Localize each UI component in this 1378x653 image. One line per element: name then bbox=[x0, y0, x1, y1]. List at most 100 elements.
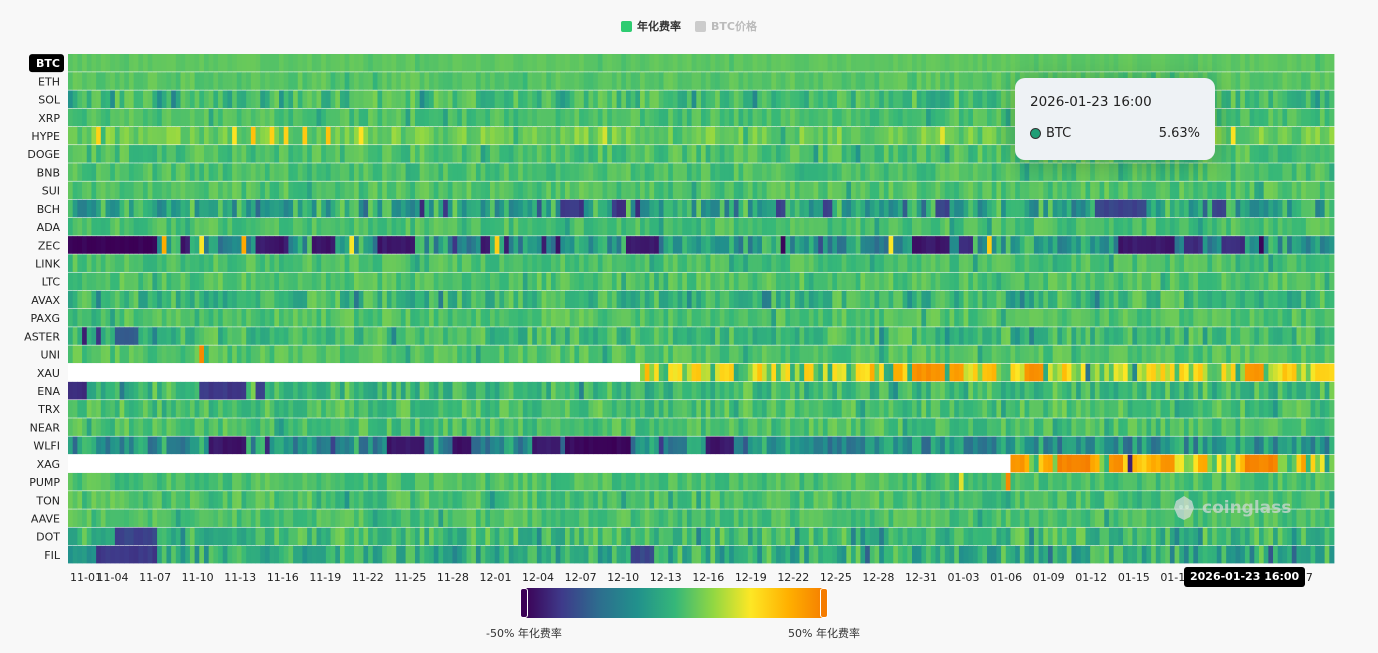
heatmap-cell[interactable] bbox=[349, 327, 355, 345]
heatmap-cell[interactable] bbox=[203, 108, 210, 127]
heatmap-cell[interactable] bbox=[569, 217, 575, 236]
heatmap-cell[interactable] bbox=[410, 309, 416, 327]
heatmap-cell[interactable] bbox=[171, 254, 177, 272]
heatmap-cell[interactable] bbox=[82, 108, 88, 127]
heatmap-cell[interactable] bbox=[1151, 290, 1157, 309]
heatmap-cell[interactable] bbox=[255, 217, 261, 236]
heatmap-cell[interactable] bbox=[588, 381, 594, 400]
heatmap-cell[interactable] bbox=[1001, 290, 1007, 309]
heatmap-cell[interactable] bbox=[780, 363, 786, 382]
heatmap-cell[interactable] bbox=[705, 363, 711, 382]
heatmap-cell[interactable] bbox=[1080, 217, 1086, 236]
heatmap-cell[interactable] bbox=[715, 163, 721, 181]
heatmap-cell[interactable] bbox=[682, 217, 688, 236]
heatmap-cell[interactable] bbox=[1146, 309, 1152, 327]
heatmap-cell[interactable] bbox=[185, 217, 191, 236]
heatmap-cell[interactable] bbox=[579, 345, 585, 364]
heatmap-cell[interactable] bbox=[949, 290, 955, 309]
heatmap-cell[interactable] bbox=[1038, 163, 1044, 181]
heatmap-cell[interactable] bbox=[82, 163, 88, 181]
heatmap-cell[interactable] bbox=[358, 236, 364, 254]
heatmap-cell[interactable] bbox=[213, 199, 219, 218]
heatmap-cell[interactable] bbox=[297, 90, 303, 109]
heatmap-cell[interactable] bbox=[386, 181, 392, 200]
heatmap-cell[interactable] bbox=[110, 163, 116, 181]
heatmap-cell[interactable] bbox=[1277, 345, 1283, 364]
heatmap-cell[interactable] bbox=[822, 54, 828, 72]
heatmap-cell[interactable] bbox=[972, 145, 979, 163]
heatmap-cell[interactable] bbox=[250, 90, 256, 109]
heatmap-cell[interactable] bbox=[203, 72, 210, 90]
heatmap-cell[interactable] bbox=[677, 345, 683, 364]
heatmap-cell[interactable] bbox=[114, 254, 120, 272]
heatmap-cell[interactable] bbox=[635, 345, 641, 364]
heatmap-cell[interactable] bbox=[124, 272, 130, 291]
heatmap-cell[interactable] bbox=[466, 90, 472, 109]
heatmap-cell[interactable] bbox=[325, 181, 331, 200]
heatmap-cell[interactable] bbox=[1315, 145, 1321, 163]
heatmap-cell[interactable] bbox=[250, 217, 256, 236]
heatmap-cell[interactable] bbox=[1146, 272, 1152, 291]
heatmap-cell[interactable] bbox=[555, 72, 561, 90]
heatmap-cell[interactable] bbox=[260, 327, 266, 345]
heatmap-cell[interactable] bbox=[1090, 236, 1096, 254]
heatmap-cell[interactable] bbox=[1240, 181, 1246, 200]
heatmap-cell[interactable] bbox=[1151, 363, 1157, 382]
heatmap-cell[interactable] bbox=[607, 217, 613, 236]
heatmap-cell[interactable] bbox=[1099, 381, 1105, 400]
heatmap-cell[interactable] bbox=[307, 199, 313, 218]
heatmap-cell[interactable] bbox=[147, 126, 153, 145]
heatmap-cell[interactable] bbox=[827, 126, 833, 145]
heatmap-cell[interactable] bbox=[457, 345, 463, 364]
heatmap-cell[interactable] bbox=[804, 309, 810, 327]
heatmap-cell[interactable] bbox=[386, 108, 392, 127]
heatmap-cell[interactable] bbox=[1066, 236, 1072, 254]
heatmap-cell[interactable] bbox=[954, 363, 960, 382]
heatmap-cell[interactable] bbox=[128, 327, 135, 345]
heatmap-cell[interactable] bbox=[424, 54, 430, 72]
heatmap-cell[interactable] bbox=[1080, 363, 1086, 382]
heatmap-cell[interactable] bbox=[776, 72, 782, 90]
heatmap-cell[interactable] bbox=[1310, 163, 1316, 181]
heatmap-cell[interactable] bbox=[1230, 108, 1236, 127]
heatmap-cell[interactable] bbox=[818, 236, 824, 254]
heatmap-cell[interactable] bbox=[1319, 108, 1326, 127]
heatmap-cell[interactable] bbox=[222, 54, 228, 72]
heatmap-cell[interactable] bbox=[1127, 345, 1133, 364]
heatmap-cell[interactable] bbox=[72, 290, 78, 309]
heatmap-cell[interactable] bbox=[550, 236, 557, 254]
heatmap-cell[interactable] bbox=[719, 345, 725, 364]
heatmap-cell[interactable] bbox=[743, 199, 749, 218]
heatmap-cell[interactable] bbox=[494, 108, 500, 127]
heatmap-cell[interactable] bbox=[241, 309, 247, 327]
heatmap-cell[interactable] bbox=[550, 254, 557, 272]
heatmap-cell[interactable] bbox=[100, 272, 106, 291]
heatmap-cell[interactable] bbox=[977, 90, 983, 109]
heatmap-cell[interactable] bbox=[804, 254, 810, 272]
heatmap-cell[interactable] bbox=[761, 254, 768, 272]
heatmap-cell[interactable] bbox=[658, 309, 664, 327]
heatmap-cell[interactable] bbox=[279, 290, 285, 309]
heatmap-cell[interactable] bbox=[1258, 236, 1265, 254]
heatmap-cell[interactable] bbox=[344, 90, 350, 109]
heatmap-cell[interactable] bbox=[832, 363, 838, 382]
heatmap-cell[interactable] bbox=[790, 90, 796, 109]
heatmap-cell[interactable] bbox=[930, 254, 936, 272]
heatmap-cell[interactable] bbox=[1099, 236, 1105, 254]
heatmap-cell[interactable] bbox=[293, 345, 299, 364]
heatmap-cell[interactable] bbox=[433, 54, 439, 72]
heatmap-cell[interactable] bbox=[1104, 363, 1110, 382]
heatmap-cell[interactable] bbox=[818, 381, 824, 400]
heatmap-cell[interactable] bbox=[710, 163, 716, 181]
heatmap-cell[interactable] bbox=[133, 145, 139, 163]
heatmap-cell[interactable] bbox=[724, 199, 730, 218]
heatmap-cell[interactable] bbox=[236, 272, 242, 291]
heatmap-cell[interactable] bbox=[1029, 236, 1035, 254]
heatmap-cell[interactable] bbox=[414, 199, 421, 218]
heatmap-cell[interactable] bbox=[1165, 181, 1171, 200]
heatmap-cell[interactable] bbox=[836, 72, 843, 90]
heatmap-cell[interactable] bbox=[105, 345, 111, 364]
heatmap-cell[interactable] bbox=[991, 381, 997, 400]
heatmap-cell[interactable] bbox=[729, 199, 735, 218]
heatmap-cell[interactable] bbox=[199, 236, 205, 254]
